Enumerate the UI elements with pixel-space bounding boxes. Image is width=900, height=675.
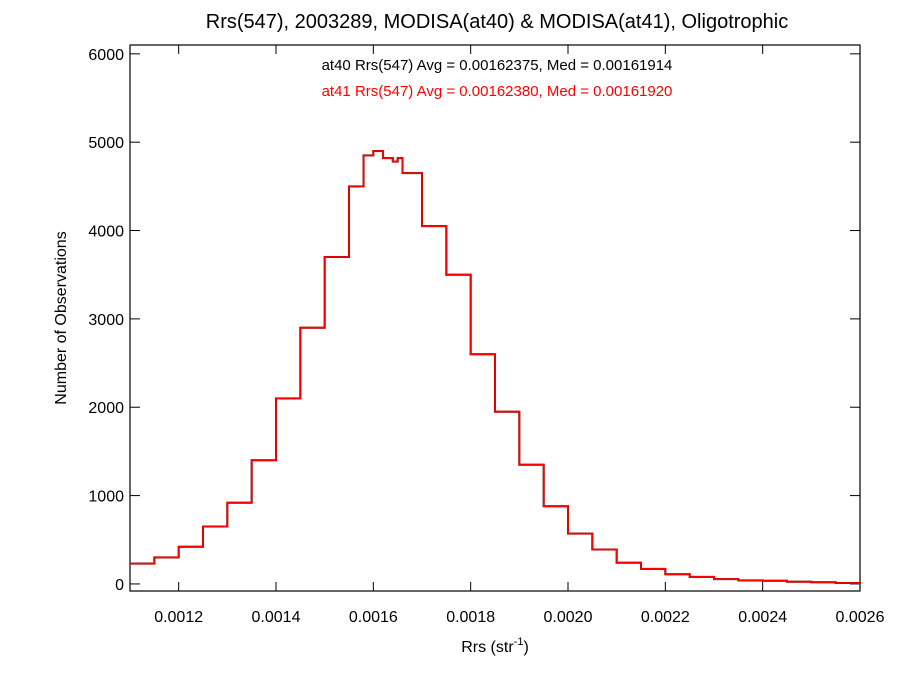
x-axis-label-text: Rrs (str: [461, 639, 514, 656]
x-tick-label: 0.0014: [252, 609, 301, 626]
x-tick-label: 0.0026: [836, 609, 885, 626]
y-tick-label: 1000: [88, 489, 124, 506]
y-tick-label: 3000: [88, 312, 124, 329]
series-layer: [130, 150, 861, 584]
y-tick-label: 4000: [88, 224, 124, 241]
x-tick-label: 0.0016: [349, 609, 398, 626]
x-axis-label-superscript: -1: [514, 636, 524, 648]
series-line-1: [130, 150, 861, 584]
y-tick-label: 0: [115, 577, 124, 594]
x-tick-label: 0.0012: [154, 609, 203, 626]
axis-ticks: 0.0012 0.0014 0.0016 0.0018 0.0020 0.0022 0.00…: [88, 45, 885, 626]
y-tick-label: 2000: [88, 400, 124, 417]
y-tick-label: 6000: [88, 47, 124, 64]
y-tick-label: 5000: [88, 135, 124, 152]
annotation-0: at40 Rrs(547) Avg = 0.00162375, Med = 0.…: [322, 57, 673, 74]
x-axis-label: Rrs (str-1): [461, 636, 529, 656]
y-axis-label: Number of Observations: [53, 231, 70, 404]
chart-title: Rrs(547), 2003289, MODISA(at40) & MODISA…: [206, 11, 788, 33]
plot-frame: [129, 44, 861, 592]
x-axis-label-close: ): [523, 639, 528, 656]
x-tick-label: 0.0018: [446, 609, 495, 626]
annotation-1: at41 Rrs(547) Avg = 0.00162380, Med = 0.…: [322, 83, 673, 100]
x-tick-label: 0.0024: [738, 609, 787, 626]
x-tick-label: 0.0020: [544, 609, 593, 626]
annotations: at40 Rrs(547) Avg = 0.00162375, Med = 0.…: [322, 57, 673, 100]
x-tick-label: 0.0022: [641, 609, 690, 626]
